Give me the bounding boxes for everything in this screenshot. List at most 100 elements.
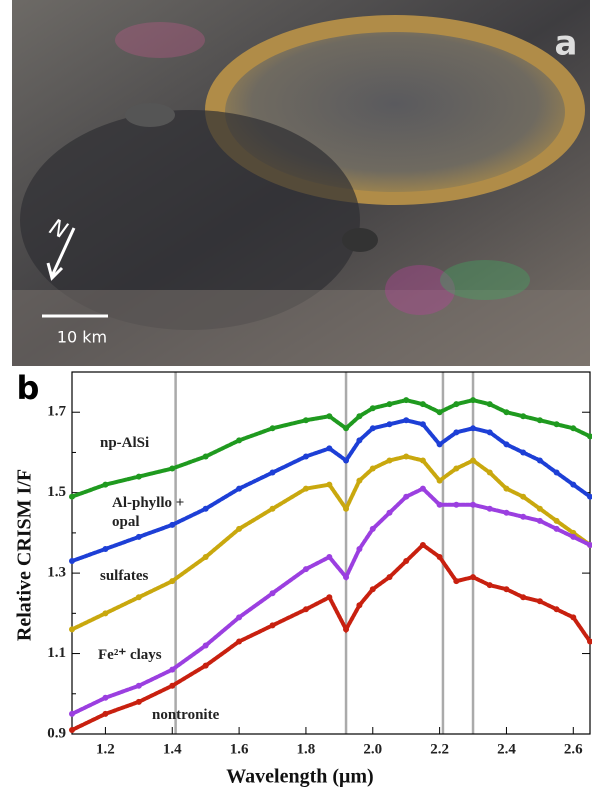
x-tick-label: 1.8 (297, 741, 316, 757)
spectrum-point (269, 590, 276, 597)
y-tick-label: 0.9 (47, 725, 66, 741)
spectrum-point (503, 409, 510, 416)
spectrum-point (403, 558, 410, 565)
spectrum-point (69, 493, 75, 500)
spectrum-point (553, 606, 560, 613)
spectrum-point (520, 449, 527, 456)
spectrum-point (570, 614, 577, 621)
spectrum-point (326, 445, 333, 452)
spectrum-point (302, 417, 309, 424)
spectrum-point (553, 517, 560, 524)
spectrum-point (453, 501, 460, 508)
spectrum-point (470, 397, 477, 404)
spectrum-point (587, 433, 592, 440)
spectrum-point (369, 465, 376, 472)
spectrum-point (419, 541, 426, 548)
series-label: sulfates (100, 568, 149, 584)
spectrum-point (236, 614, 243, 621)
spectrum-point (236, 638, 243, 645)
spectrum-point (536, 598, 543, 605)
x-tick-label: 2.2 (430, 741, 449, 757)
spectrum-point (403, 417, 410, 424)
spectrum-point (486, 505, 493, 512)
spectrum-point (343, 574, 350, 581)
spectrum-point (69, 726, 75, 733)
spectrum-point (326, 554, 333, 561)
spectrum-point (419, 421, 426, 428)
spectrum-point (486, 401, 493, 408)
spectrum-point (553, 421, 560, 428)
spectrum-point (202, 505, 209, 512)
terrain-image (12, 0, 590, 366)
spectrum-point (386, 421, 393, 428)
spectrum-point (102, 710, 109, 717)
spectrum-point (236, 437, 243, 444)
spectrum-point (69, 626, 75, 633)
y-tick-label: 1.5 (47, 484, 66, 500)
series-label: np-AlSi (100, 435, 150, 451)
spectrum-point (269, 469, 276, 476)
spectrum-point (453, 578, 460, 585)
spectrum-point (343, 505, 350, 512)
spectrum-point (302, 453, 309, 460)
spectrum-point (386, 574, 393, 581)
north-arrow-head (46, 262, 64, 281)
spectrum-point (135, 594, 142, 601)
spectrum-point (135, 473, 142, 480)
spectrum-point (419, 457, 426, 464)
spectrum-point (302, 566, 309, 573)
spectrum-point (536, 505, 543, 512)
spectrum-point (169, 521, 176, 528)
spectrum-point (570, 425, 577, 432)
x-tick-label: 2.4 (497, 741, 516, 757)
x-tick-label: 1.2 (96, 741, 115, 757)
spectrum-point (135, 682, 142, 689)
spectrum-point (343, 626, 350, 633)
spectrum-point (269, 505, 276, 512)
spectrum-point (503, 485, 510, 492)
spectrum-point (436, 477, 443, 484)
spectrum-point (453, 429, 460, 436)
spectrum-point (386, 401, 393, 408)
spectrum-point (520, 594, 527, 601)
spectrum-point (436, 554, 443, 561)
plot-frame (71, 371, 591, 735)
spectrum-point (536, 417, 543, 424)
series-label: Al-phyllo + opal (112, 495, 185, 530)
spectrum-point (503, 441, 510, 448)
spectrum-point (356, 413, 363, 420)
spectrum-point (202, 554, 209, 561)
spectrum-point (69, 710, 75, 717)
spectrum-point (403, 493, 410, 500)
spectrum-point (587, 493, 592, 500)
series-label: Fe²⁺ clays (98, 647, 162, 663)
spectrum-point (419, 401, 426, 408)
y-tick-label: 1.7 (47, 404, 66, 420)
spectrum-point (403, 397, 410, 404)
y-tick-label: 1.3 (47, 565, 66, 581)
spectrum-point (453, 401, 460, 408)
series-label: nontronite (152, 707, 220, 723)
panel-label-a: a (555, 24, 578, 64)
spectrum-point (386, 509, 393, 516)
spectrum-point (520, 513, 527, 520)
spectrum-point (202, 662, 209, 669)
spectrum-point (470, 501, 477, 508)
spectrum-point (202, 453, 209, 460)
x-tick-label: 2.6 (564, 741, 583, 757)
spectrum-point (356, 437, 363, 444)
spectrum-point (536, 457, 543, 464)
spectrum-point (202, 642, 209, 649)
spectrum-point (419, 485, 426, 492)
spectrum-point (302, 606, 309, 613)
spectrum-point (520, 493, 527, 500)
spectrum-point (453, 465, 460, 472)
spectrum-point (486, 469, 493, 476)
y-axis-title: Relative CRISM I/F (14, 469, 36, 641)
y-tick-label: 1.1 (47, 645, 66, 661)
x-tick-label: 1.6 (230, 741, 249, 757)
x-axis-title: Wavelength (μm) (226, 766, 373, 788)
spectrum-point (343, 425, 350, 432)
spectrum-point (369, 525, 376, 532)
north-arrow (50, 227, 76, 277)
